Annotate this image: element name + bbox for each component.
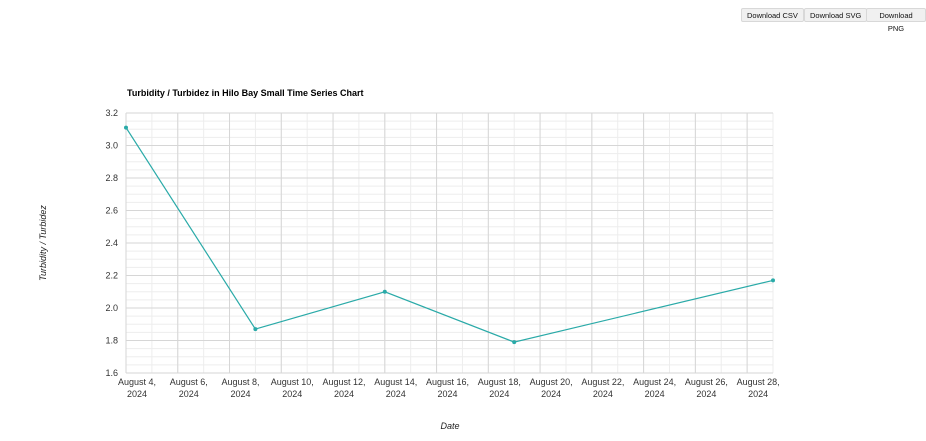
y-tick-label: 3.0 — [105, 141, 118, 151]
x-tick-label: 2024 — [231, 389, 251, 399]
x-tick-label: August 4, — [118, 377, 156, 387]
y-tick-label: 2.4 — [105, 238, 118, 248]
y-tick-label: 2.2 — [105, 271, 118, 281]
x-tick-label: 2024 — [696, 389, 716, 399]
x-tick-label: August 12, — [323, 377, 366, 387]
x-axis-label: Date — [440, 421, 459, 431]
download-csv-button[interactable]: Download CSV — [741, 8, 804, 22]
x-tick-label: August 8, — [222, 377, 260, 387]
x-tick-label: 2024 — [438, 389, 458, 399]
x-tick-label: August 18, — [478, 377, 521, 387]
x-tick-label: August 20, — [530, 377, 573, 387]
y-tick-label: 1.6 — [105, 368, 118, 378]
x-tick-label: August 22, — [581, 377, 624, 387]
x-tick-label: 2024 — [179, 389, 199, 399]
data-point — [771, 278, 775, 283]
data-point — [382, 289, 387, 294]
x-tick-label: 2024 — [127, 389, 147, 399]
x-tick-label: August 10, — [271, 377, 314, 387]
y-tick-label: 2.0 — [105, 303, 118, 313]
y-axis-label: Turbidity / Turbidez — [38, 205, 48, 281]
x-tick-label: 2024 — [748, 389, 768, 399]
chart-series — [124, 125, 775, 345]
x-tick-label: August 26, — [685, 377, 728, 387]
x-tick-label: August 14, — [374, 377, 417, 387]
chart-title: Turbidity / Turbidez in Hilo Bay Small T… — [127, 88, 364, 98]
y-tick-label: 2.6 — [105, 206, 118, 216]
y-tick-label: 3.2 — [105, 108, 118, 118]
x-tick-label: August 28, — [737, 377, 780, 387]
y-tick-label: 1.8 — [105, 336, 118, 346]
x-tick-label: August 6, — [170, 377, 208, 387]
x-tick-label: 2024 — [541, 389, 561, 399]
data-point — [124, 125, 128, 130]
chart-grid — [125, 112, 774, 374]
y-axis-ticks: 3.2 3.0 2.8 2.6 2.4 2.2 2.0 1.8 1.6 — [105, 108, 118, 378]
data-point — [512, 340, 517, 345]
data-point — [253, 327, 258, 332]
x-tick-label: 2024 — [645, 389, 665, 399]
y-tick-label: 2.8 — [105, 173, 118, 183]
x-tick-label: August 16, — [426, 377, 469, 387]
x-tick-label: August 24, — [633, 377, 676, 387]
x-tick-label: 2024 — [489, 389, 509, 399]
x-tick-label: 2024 — [282, 389, 302, 399]
x-tick-label: 2024 — [386, 389, 406, 399]
x-axis-ticks: August 4, 2024 August 6, 2024 August 8, 2024 A… — [118, 377, 780, 399]
x-tick-label: 2024 — [593, 389, 613, 399]
download-png-button[interactable]: Download PNG — [866, 8, 926, 33]
x-tick-label: 2024 — [334, 389, 354, 399]
